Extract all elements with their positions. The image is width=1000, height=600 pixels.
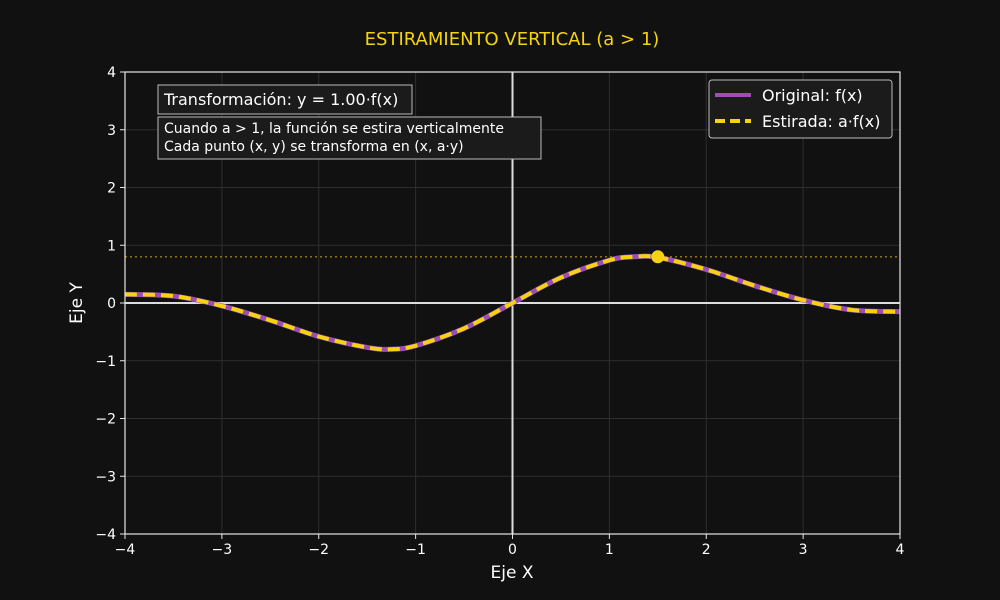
formula-text: Transformación: y = 1.00·f(x) [163,90,398,109]
chart-title: ESTIRAMIENTO VERTICAL (a > 1) [365,29,660,50]
legend-frame [708,79,893,139]
y-tick-label-3: −1 [95,354,116,370]
y-ticks: −4 −3 −2 −1 0 1 2 3 4 [95,65,125,543]
x-tick-label-7: 3 [799,542,808,558]
info-line-2: Cada punto (x, y) se transforma en (x, a… [164,139,464,155]
y-axis-label: Eje Y [67,282,87,324]
x-tick-label-5: 1 [605,542,614,558]
x-ticks: −4 −3 −2 −1 0 1 2 3 4 [115,534,905,558]
y-tick-label-2: −2 [95,412,116,428]
y-tick-label-0: −4 [95,527,116,543]
info-box-frame [157,116,542,160]
x-tick-label-2: −2 [308,542,329,558]
x-axis-label: Eje X [491,563,534,583]
y-tick-label-7: 3 [107,123,116,139]
series-line-1 [124,254,901,352]
y-tick-label-6: 2 [107,181,116,197]
x-tick-label-4: 0 [508,542,517,558]
x-tick-label-1: −3 [212,542,233,558]
x-tick-label-6: 2 [702,542,711,558]
x-tick-label-8: 4 [896,542,905,558]
y-tick-label-8: 4 [107,65,116,81]
x-tick-label-0: −4 [115,542,136,558]
info-box: Cuando a > 1, la función se estira verti… [157,116,542,160]
info-line-1: Cuando a > 1, la función se estira verti… [164,121,504,137]
legend-label-original: Original: f(x) [762,86,863,105]
y-tick-label-5: 1 [107,238,116,254]
highlight-points [651,250,665,264]
y-tick-label-4: 0 [107,296,116,312]
x-tick-label-3: −1 [405,542,426,558]
legend-label-stretched: Estirada: a·f(x) [762,112,880,131]
formula-box-frame [157,84,413,115]
formula-box: Transformación: y = 1.00·f(x) [157,84,413,115]
series-lines [124,253,901,352]
highlight-point [651,250,665,264]
y-tick-label-1: −3 [95,469,116,485]
legend: Original: f(x) Estirada: a·f(x) [708,79,893,139]
